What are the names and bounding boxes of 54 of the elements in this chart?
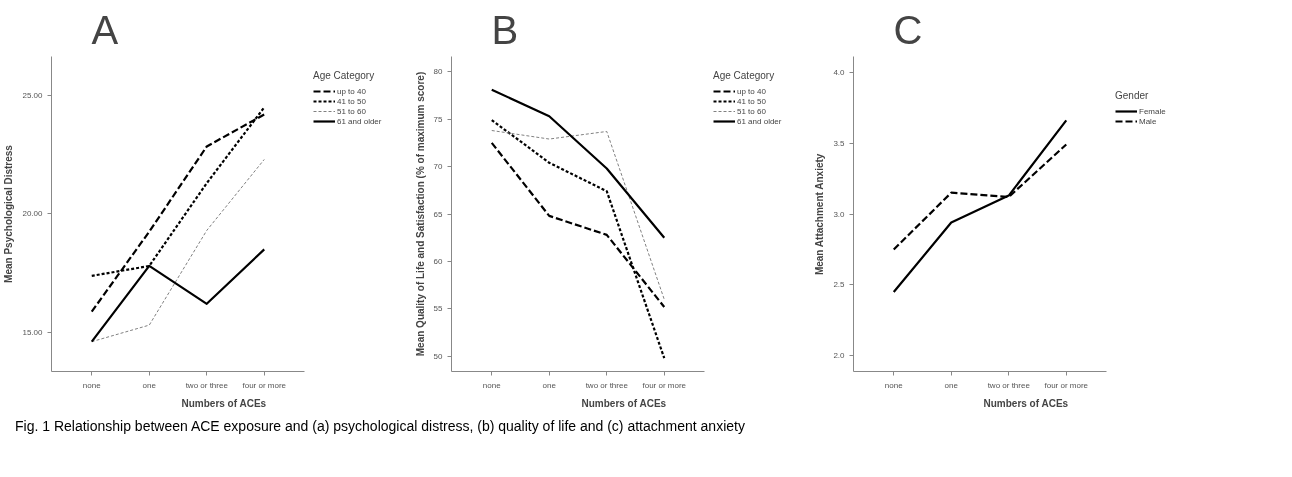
x-tick-label: four or more bbox=[1044, 380, 1089, 390]
x-tick-label: two or three bbox=[185, 380, 229, 390]
y-axis-title: Mean Quality of Life and Satisfaction (% of maximum score) bbox=[414, 71, 426, 357]
legend-label: Female bbox=[1139, 106, 1166, 116]
legend-label: 51 to 60 bbox=[737, 106, 766, 116]
line-series bbox=[490, 88, 666, 239]
chart-title: C bbox=[893, 7, 923, 52]
x-tick-label: one bbox=[142, 380, 157, 390]
y-tick-label: 4.0 bbox=[833, 67, 846, 77]
x-tick-label: none bbox=[884, 380, 904, 390]
x-tick-label: one bbox=[944, 380, 959, 390]
caption: Fig. 1 Relationship between ACE exposure and (a) psychological distress, (b) quality of life and (c) attachment anxiety bbox=[15, 417, 745, 436]
y-tick-label: 70 bbox=[433, 162, 444, 172]
y-tick-label: 65 bbox=[433, 209, 444, 219]
chart-title: A bbox=[91, 7, 119, 52]
x-tick-label: one bbox=[542, 380, 557, 390]
x-tick-label: four or more bbox=[242, 380, 287, 390]
y-tick-label: 80 bbox=[433, 67, 444, 77]
legend-label: up to 40 bbox=[737, 86, 766, 96]
legend-label: 51 to 60 bbox=[337, 106, 366, 116]
legend-label: 61 and older bbox=[737, 116, 782, 126]
y-axis-title: Mean Psychological Distress bbox=[3, 144, 15, 283]
legend-label: up to 40 bbox=[337, 86, 366, 96]
chart-title: B bbox=[491, 7, 519, 52]
y-tick-label: 3.0 bbox=[833, 209, 846, 219]
line-series bbox=[91, 158, 265, 343]
legend-label: 41 to 50 bbox=[737, 96, 766, 106]
y-tick-label: 2.0 bbox=[833, 351, 846, 361]
legend-title: Age Category bbox=[713, 70, 776, 81]
legend-label: Male bbox=[1139, 116, 1158, 126]
x-tick-label: two or three bbox=[987, 380, 1031, 390]
legend-title: Age Category bbox=[313, 70, 376, 81]
y-tick-label: 15.00 bbox=[22, 327, 44, 337]
x-axis-title: Numbers of ACEs bbox=[581, 397, 667, 409]
y-tick-label: 75 bbox=[433, 114, 444, 124]
x-axis-title: Numbers of ACEs bbox=[181, 397, 267, 409]
x-tick-label: none bbox=[482, 380, 502, 390]
y-tick-label: 60 bbox=[433, 256, 444, 266]
y-tick-label: 3.5 bbox=[833, 138, 846, 148]
y-tick-label: 55 bbox=[433, 304, 444, 314]
y-tick-label: 2.5 bbox=[833, 280, 846, 290]
legend-title: Gender bbox=[1115, 90, 1150, 101]
line-series bbox=[490, 118, 666, 360]
y-tick-label: 25.00 bbox=[22, 91, 44, 101]
x-tick-label: none bbox=[82, 380, 102, 390]
x-tick-label: four or more bbox=[642, 380, 687, 390]
y-tick-label: 20.00 bbox=[22, 209, 44, 219]
x-axis-title: Numbers of ACEs bbox=[983, 397, 1069, 409]
line-series bbox=[892, 119, 1068, 294]
legend-label: 61 and older bbox=[337, 116, 382, 126]
y-axis-title: Mean Attachment Anxiety bbox=[814, 153, 826, 276]
x-tick-label: two or three bbox=[585, 380, 629, 390]
legend-label: 41 to 50 bbox=[337, 96, 366, 106]
y-tick-label: 50 bbox=[433, 351, 444, 361]
